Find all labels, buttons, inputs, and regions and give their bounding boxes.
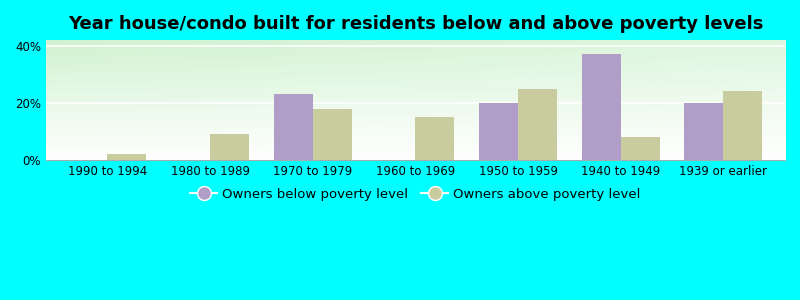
Bar (518, 88, 557, 160)
Bar (621, 137, 660, 160)
Bar (415, 117, 454, 160)
Bar (107, 154, 146, 160)
Bar (723, 92, 762, 160)
Bar (274, 94, 313, 160)
Bar (313, 109, 352, 160)
Title: Year house/condo built for residents below and above poverty levels: Year house/condo built for residents bel… (68, 15, 763, 33)
Legend: Owners below poverty level, Owners above poverty level: Owners below poverty level, Owners above… (186, 182, 646, 206)
Bar (582, 54, 621, 160)
Bar (684, 103, 723, 160)
Bar (479, 103, 518, 160)
Bar (210, 134, 249, 160)
